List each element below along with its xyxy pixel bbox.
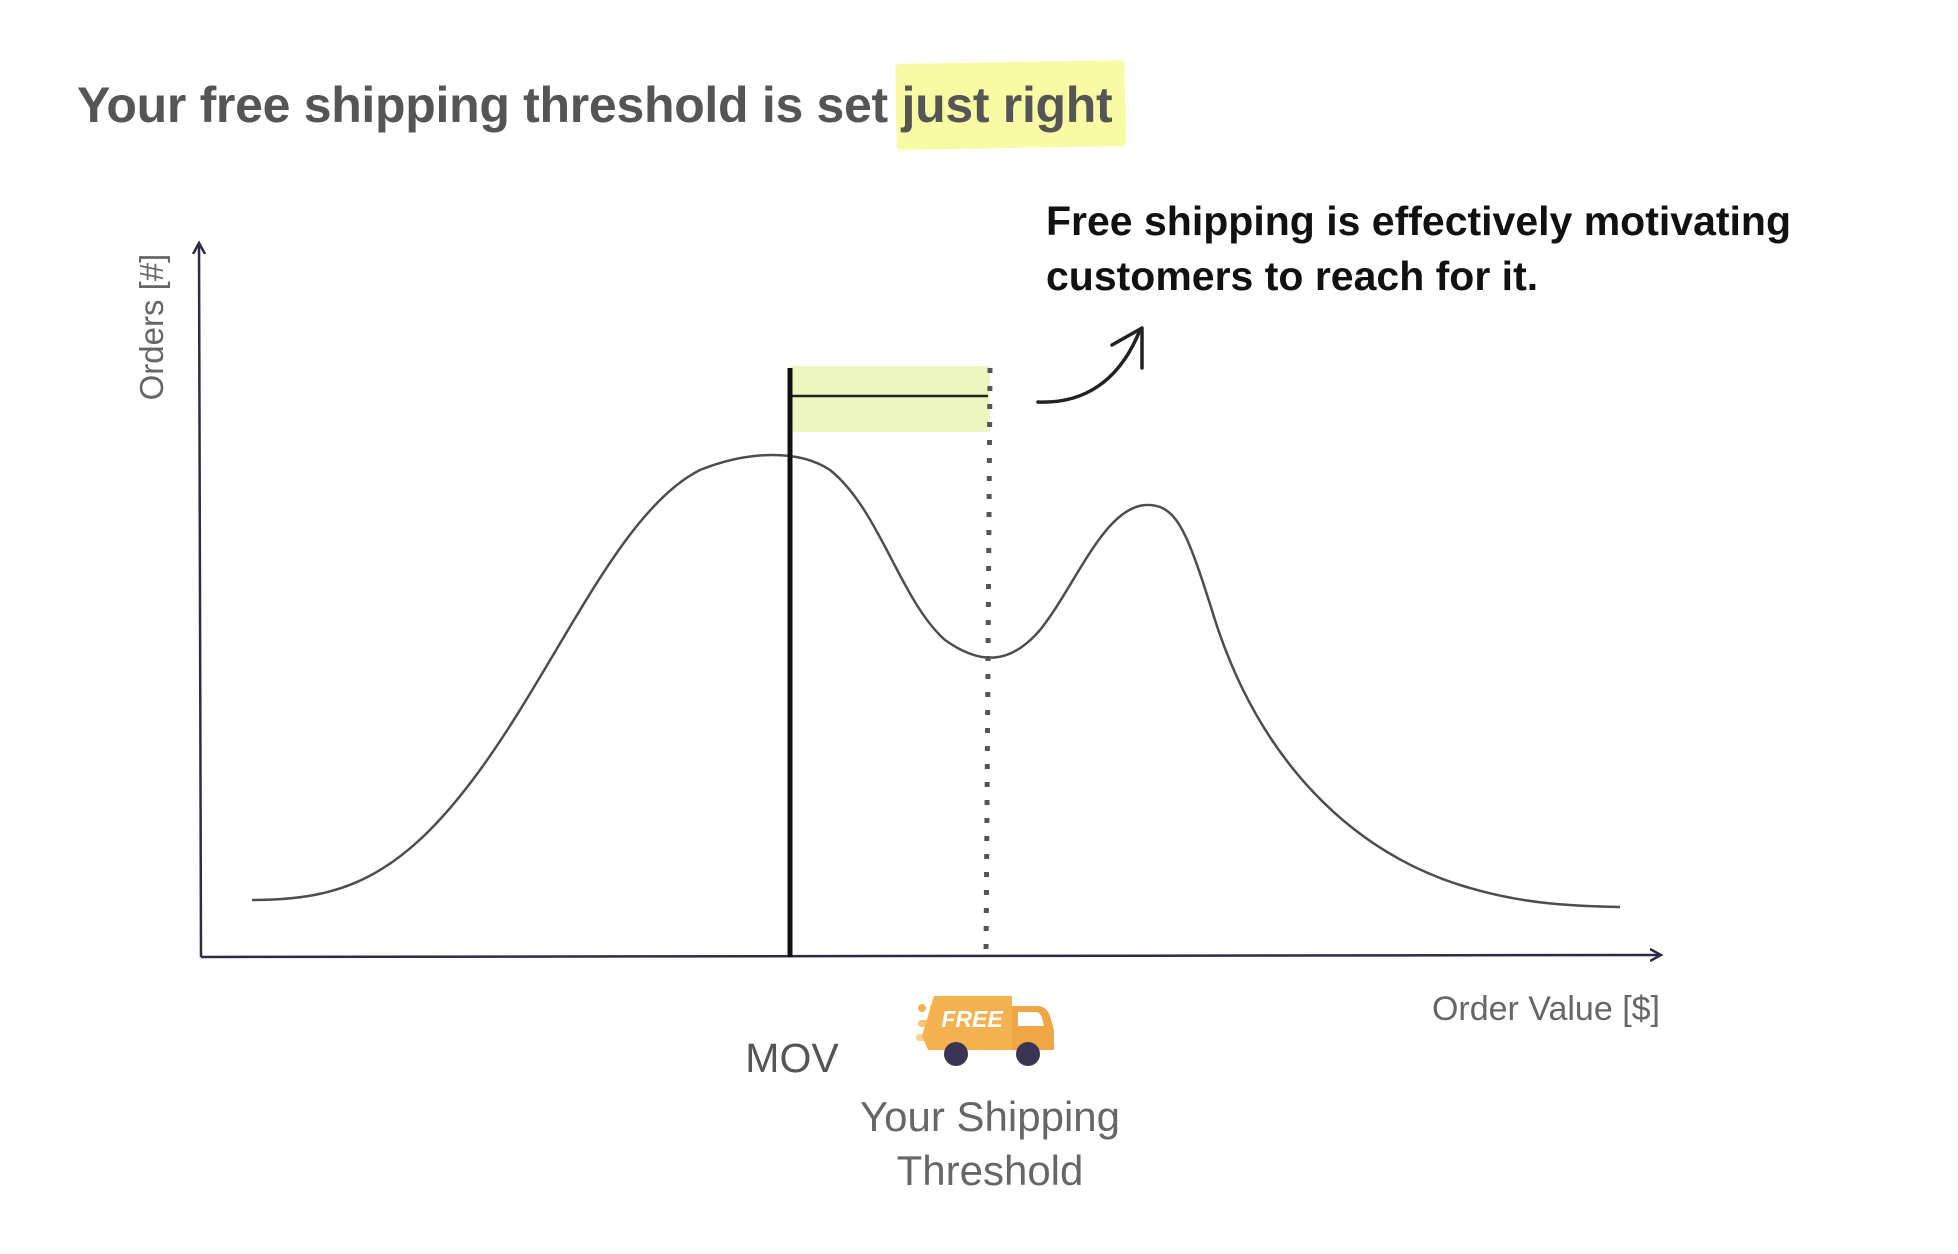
mov-label: MOV bbox=[745, 1035, 839, 1081]
threshold-label: Your Shipping Threshold bbox=[790, 1090, 1190, 1198]
order-distribution-curve bbox=[251, 453, 1621, 909]
x-axis bbox=[200, 955, 1660, 957]
threshold-line bbox=[983, 367, 993, 958]
title-highlight: just right bbox=[901, 77, 1113, 133]
title-prefix: Your free shipping threshold is set bbox=[77, 77, 902, 133]
page-title: Your free shipping threshold is set just… bbox=[77, 76, 1113, 134]
callout-text: Free shipping is effectively motivating … bbox=[1046, 198, 1792, 299]
callout-arrow-icon bbox=[1036, 326, 1144, 404]
delivery-truck-icon: FREE bbox=[916, 996, 1054, 1066]
threshold-label-line1: Your Shipping bbox=[860, 1093, 1120, 1140]
gap-band bbox=[790, 366, 990, 432]
free-badge-text: FREE bbox=[941, 1006, 1003, 1032]
y-axis bbox=[199, 244, 201, 958]
y-axis-label: Orders [#] bbox=[133, 253, 170, 401]
threshold-label-line2: Threshold bbox=[896, 1147, 1084, 1194]
x-axis-label: Order Value [$] bbox=[1431, 990, 1660, 1028]
